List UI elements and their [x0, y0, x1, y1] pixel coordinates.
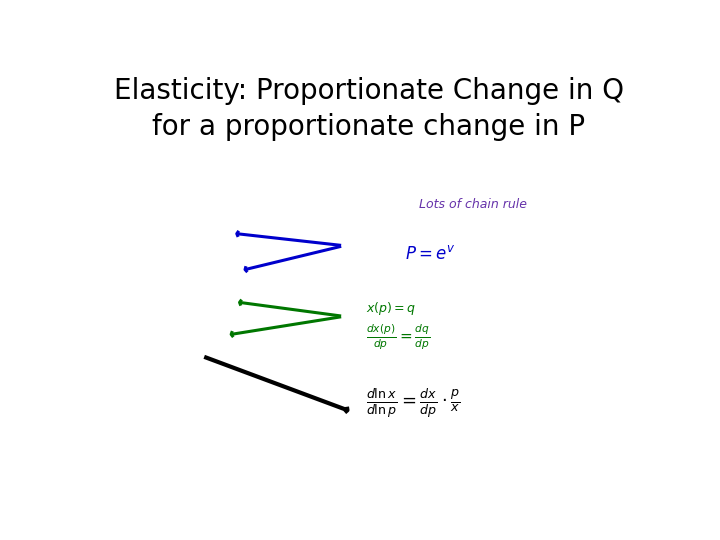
Text: Lots of chain rule: Lots of chain rule: [419, 198, 527, 211]
Text: $\frac{dx(p)}{dp}=\frac{dq}{dp}$: $\frac{dx(p)}{dp}=\frac{dq}{dp}$: [366, 322, 431, 352]
Text: $P=e^v$: $P=e^v$: [405, 245, 456, 263]
Text: $\frac{d\ln x}{d\ln p}=\frac{dx}{dp}\cdot\frac{p}{x}$: $\frac{d\ln x}{d\ln p}=\frac{dx}{dp}\cdo…: [366, 387, 461, 420]
Text: $x(p)=q$: $x(p)=q$: [366, 300, 416, 316]
Text: Elasticity: Proportionate Change in Q
for a proportionate change in P: Elasticity: Proportionate Change in Q fo…: [114, 77, 624, 141]
